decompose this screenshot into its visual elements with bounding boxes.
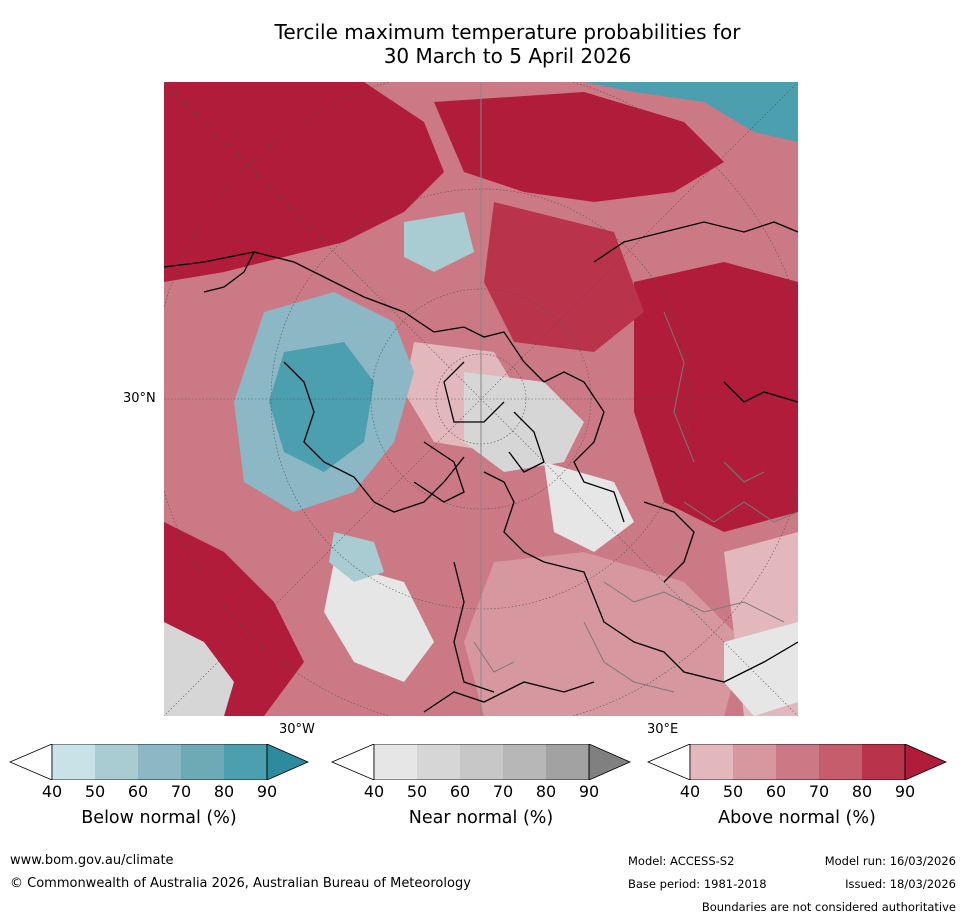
country-borders [473,311,798,693]
region-above-north-asia [484,202,644,352]
region-near-europe-north [544,462,634,552]
region-near-east [724,622,798,716]
region-near-atlantic [324,562,434,682]
below-tick-50: 50 [84,782,106,801]
below-arrow-high [266,744,309,780]
below-swatch-70 [181,744,224,780]
coastlines [164,221,798,713]
above-tick-90: 90 [894,782,916,801]
above-normal-title: Above normal (%) [718,808,876,828]
boundaries-disclaimer: Boundaries are not considered authoritat… [701,900,956,914]
region-below-atlantic [329,532,384,582]
near-swatch-40 [374,744,417,780]
near-tick-40: 40 [363,782,385,801]
above-tick-40: 40 [679,782,701,801]
below-normal-colorbar [9,744,309,780]
base-period: Base period: 1981-2018 [628,877,767,891]
near-swatch-60 [460,744,503,780]
below-arrow-low [9,744,53,780]
longitude-label-30w: 30°W [279,722,315,737]
below-tick-90: 90 [256,782,278,801]
copyright: © Commonwealth of Australia 2026, Austra… [10,876,471,891]
near-arrow-high [588,744,631,780]
near-tick-90: 90 [578,782,600,801]
latitude-label-30n: 30°N [123,391,156,406]
near-normal-colorbar [331,744,631,780]
above-swatch-50 [733,744,776,780]
title-line-1: Tercile maximum temperature probabilitie… [274,20,741,44]
above-tick-50: 50 [722,782,744,801]
above-normal-colorbar [647,744,947,780]
above-swatch-70 [819,744,862,780]
near-tick-60: 60 [449,782,471,801]
below-swatch-80 [224,744,267,780]
polar-probability-map [164,82,798,716]
near-normal-title: Near normal (%) [408,808,554,828]
model-run: Model run: 16/03/2026 [824,854,956,868]
below-normal-title: Below normal (%) [81,808,237,828]
near-arrow-low [331,744,375,780]
title-line-2: 30 March to 5 April 2026 [383,44,632,68]
above-swatch-80 [862,744,905,780]
model-name: Model: ACCESS-S2 [628,854,735,868]
below-tick-40: 40 [41,782,63,801]
above-tick-60: 60 [765,782,787,801]
region-above-north-pacific [164,82,444,282]
below-tick-80: 80 [213,782,235,801]
below-swatch-60 [138,744,181,780]
near-swatch-80 [546,744,589,780]
above-arrow-high [904,744,947,780]
website-link[interactable]: www.bom.gov.au/climate [10,853,174,868]
below-tick-60: 60 [127,782,149,801]
above-arrow-low [647,744,691,780]
map-canvas [164,82,798,716]
longitude-label-30e: 30°E [647,722,679,737]
above-tick-80: 80 [851,782,873,801]
near-tick-70: 70 [492,782,514,801]
below-swatch-40 [52,744,95,780]
above-tick-70: 70 [808,782,830,801]
near-swatch-50 [417,744,460,780]
near-tick-50: 50 [406,782,428,801]
region-above-siberia-arctic [434,92,724,202]
below-tick-70: 70 [170,782,192,801]
region-above-light-europe [464,552,744,716]
below-swatch-50 [95,744,138,780]
issued-date: Issued: 18/03/2026 [845,877,956,891]
near-tick-80: 80 [535,782,557,801]
region-near-pacific-south [164,622,234,716]
map-title: Tercile maximum temperature probabilitie… [150,20,865,68]
region-below-canada-core [269,342,374,472]
region-below-arctic-ocean [404,212,474,272]
region-below-far-north [584,82,798,142]
above-swatch-60 [776,744,819,780]
region-above-russia [634,262,798,532]
above-swatch-40 [690,744,733,780]
near-swatch-70 [503,744,546,780]
